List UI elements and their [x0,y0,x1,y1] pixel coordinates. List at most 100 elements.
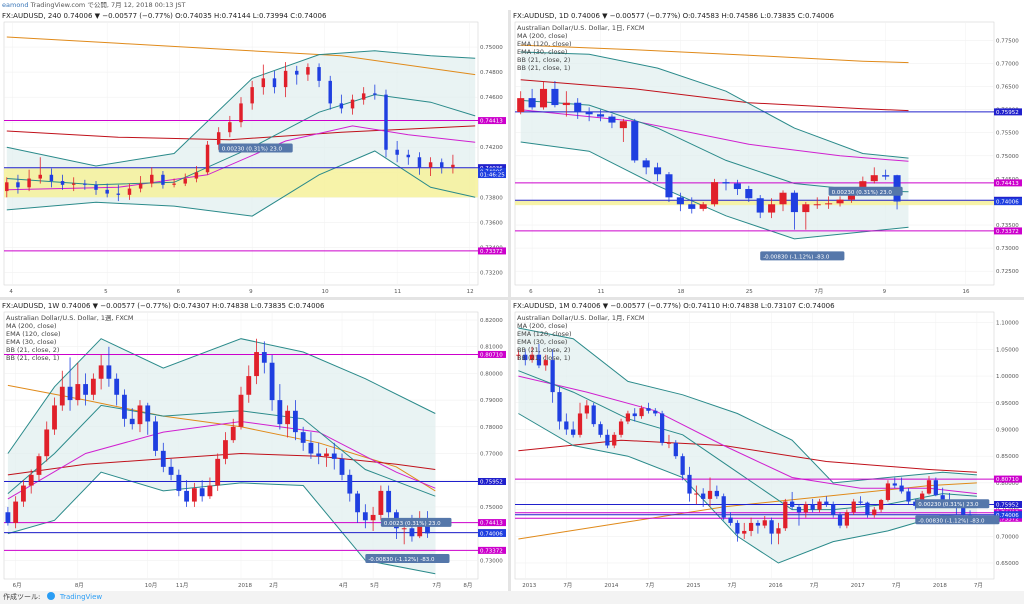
candle-body [451,164,455,168]
candle-body [129,418,135,425]
x-tick-label: 9 [883,289,887,295]
candle-body [425,525,430,534]
candle-body [153,421,158,451]
x-tick-label: 7月 [814,288,823,295]
y-tick-label: 1.10000 [996,321,1019,327]
candle-body [783,501,788,529]
candle-body [339,458,345,475]
candle-body [625,413,631,422]
measure-annotation-label: -0.00830 (-1.12%) -83.0 [763,254,830,260]
candle-body [361,93,366,100]
candle-body [161,174,165,185]
candle-body [701,493,706,499]
legend-entry: MA (200, close) [6,322,56,330]
candle-body [98,365,104,379]
x-tick-label: 2018 [933,583,947,589]
candle-body [523,354,528,361]
candle-body [825,203,833,205]
x-tick-label: 7月 [645,582,654,589]
candle-body [331,453,337,459]
legend-entry: MA (200, close) [517,32,567,40]
footer-brand[interactable]: TradingView [59,593,103,601]
tradingview-logo-icon[interactable] [46,592,55,600]
y-tick-label: 0.76500 [996,85,1019,91]
y-tick-label: 0.73800 [480,195,503,201]
chart-svg-d1[interactable]: FX:AUDUSD, 1D 0.74006 ▼ −0.00577 (−0.77%… [511,10,1024,297]
legend-entry: BB (21, close, 2) [517,56,570,64]
indicator-line [518,413,977,564]
candle-body [269,362,275,401]
measure-annotation-label: 0.00230 (0.31%) 23.0 [222,146,283,152]
candle-body [858,501,863,503]
candle-body [721,496,726,518]
chart-panel-h4[interactable]: FX:AUDUSD, 240 0.74006 ▼ −0.00577 (−0.77… [0,10,508,297]
y-tick-label: 0.77500 [996,38,1019,44]
x-tick-label: 9 [249,289,253,295]
level-price-label: 0.73372 [996,229,1019,235]
candle-body [762,520,767,526]
candle-body [802,204,810,213]
indicator-line [520,109,909,162]
chart-panel-w1[interactable]: FX:AUDUSD, 1W 0.74006 ▼ −0.00577 (−0.77%… [0,300,508,591]
level-price-label: 0.74413 [480,119,503,125]
candle-body [557,392,562,422]
level-price-tag [994,179,1022,187]
measure-annotation-box [828,186,903,196]
chart-panel-mn[interactable]: FX:AUDUSD, 1M 0.74006 ▼ −0.00577 (−0.77%… [511,300,1024,591]
measure-annotation-box [915,499,990,509]
y-tick-label: 0.74200 [480,145,503,151]
candle-body [642,160,650,168]
candle-body [933,480,938,496]
x-tick-label: 7月 [974,582,983,589]
y-tick-label: 0.73000 [480,558,503,564]
legend-entry: BB (21, close, 2) [517,346,570,354]
candle-body [885,483,891,500]
chart-svg-h4[interactable]: FX:AUDUSD, 240 0.74006 ▼ −0.00577 (−0.77… [0,10,508,297]
candle-body [160,450,166,467]
y-tick-label: 0.75000 [996,154,1019,160]
candle-body [52,405,57,430]
level-price-tag [478,477,506,485]
candle-body [591,405,596,425]
chart-svg-mn[interactable]: FX:AUDUSD, 1M 0.74006 ▼ −0.00577 (−0.77%… [511,300,1024,591]
chart-panel-d1[interactable]: FX:AUDUSD, 1D 0.74006 ▼ −0.00577 (−0.77%… [511,10,1024,297]
candle-body [543,360,548,366]
candle-body [347,474,353,494]
candle-body [961,506,966,515]
candle-body [176,474,182,491]
candle-body [810,504,815,510]
candle-body [769,520,774,534]
current-price-label: 0.74006 [996,513,1019,519]
candle-body [401,528,407,530]
level-price-label: 0.74413 [996,181,1019,187]
y-tick-label: 0.73600 [480,220,503,226]
legend-entry: EMA (30, close) [517,48,567,56]
candle-body [36,456,42,475]
current-price-label: 0.74006 [996,200,1019,206]
candle-body [67,386,73,401]
x-tick-label: 18 [677,289,684,295]
candle-body [562,102,570,106]
candle-body [584,405,589,414]
candle-body [308,442,314,454]
candle-body [295,70,299,75]
candle-body [707,490,713,499]
chart-svg-w1[interactable]: FX:AUDUSD, 1W 0.74006 ▼ −0.00577 (−0.77%… [0,300,508,591]
y-tick-label: 0.65000 [996,561,1019,567]
candle-body [83,384,88,395]
candle-body [872,509,877,515]
indicator-line [520,44,909,64]
author-name[interactable]: eamond [2,1,29,9]
x-tick-label: 2016 [769,583,783,589]
y-tick-label: 0.75000 [480,505,503,511]
level-price-label: 0.73372 [480,249,503,255]
y-tick-label: 0.77000 [480,452,503,458]
candle-body [619,121,627,129]
candle-body [328,80,332,104]
candle-body [776,528,781,534]
footer-bar: 作成ツール: TradingView [0,591,1024,604]
candle-body [673,442,678,457]
candle-body [756,198,764,213]
candle-body [261,78,266,88]
panel-divider-vertical [508,10,511,592]
